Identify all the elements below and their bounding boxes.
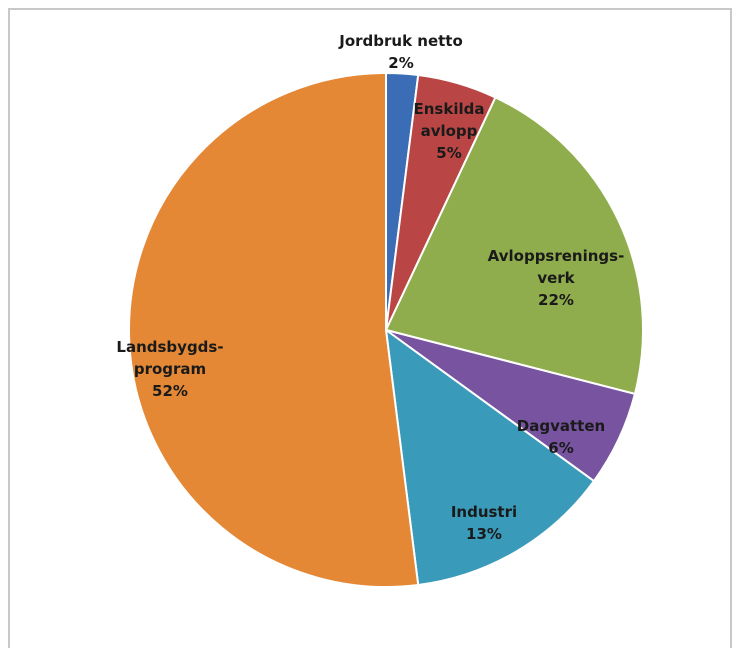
data-label-percent: 13% bbox=[466, 525, 502, 543]
data-label-name: Landsbygds- bbox=[116, 338, 223, 356]
data-label-name: Enskilda bbox=[414, 100, 485, 118]
data-label-jordbruk-netto: Jordbruk netto 2% bbox=[338, 32, 463, 72]
data-label-percent: 22% bbox=[538, 291, 574, 309]
data-label-dagvatten: Dagvatten 6% bbox=[517, 417, 605, 457]
data-label-name: Jordbruk netto bbox=[338, 32, 463, 50]
data-label-percent: 5% bbox=[436, 144, 461, 162]
data-label-industri: Industri 13% bbox=[451, 503, 517, 543]
data-label-name: Dagvatten bbox=[517, 417, 605, 435]
data-label-name: Industri bbox=[451, 503, 517, 521]
data-label-percent: 52% bbox=[152, 382, 188, 400]
data-label-name: program bbox=[134, 360, 206, 378]
pie-slice-industri bbox=[384, 327, 596, 587]
data-label-percent: 2% bbox=[388, 54, 413, 72]
data-label-percent: 6% bbox=[548, 439, 573, 457]
data-label-landsbygdsprogram: Landsbygds-program 52% bbox=[116, 338, 223, 400]
data-label-avloppsreningsverk: Avloppsrenings-verk 22% bbox=[488, 247, 625, 309]
data-label-name: Avloppsrenings- bbox=[488, 247, 625, 265]
pie-slice-avloppsreningsverk bbox=[384, 96, 644, 396]
data-label-name: verk bbox=[537, 269, 575, 287]
pie-slice-landsbygdsprogram bbox=[128, 71, 420, 588]
data-label-name: avlopp bbox=[421, 122, 478, 140]
data-label-enskilda-avlopp: Enskilda avlopp 5% bbox=[414, 100, 485, 162]
